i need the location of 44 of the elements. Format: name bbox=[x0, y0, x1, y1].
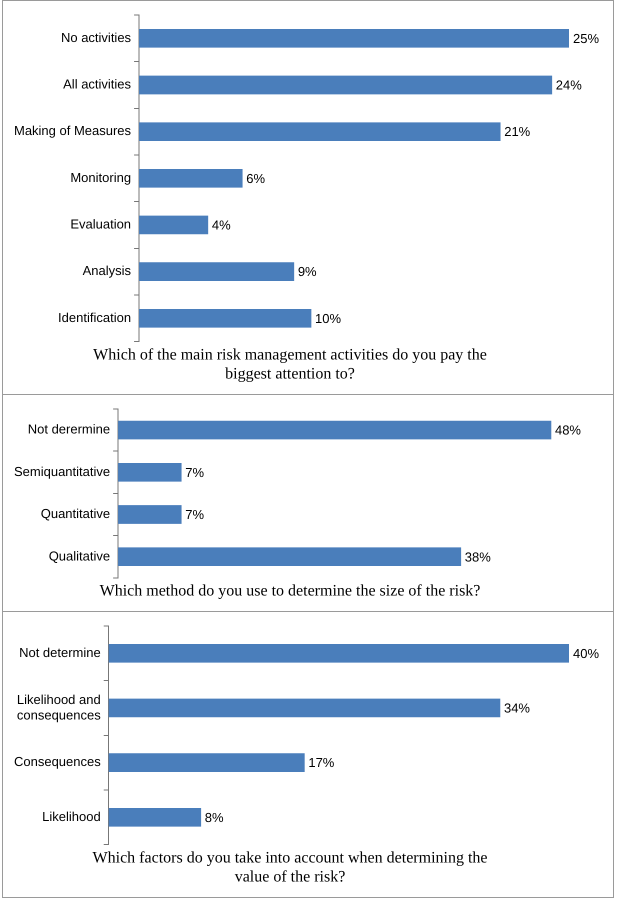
data-label: 40% bbox=[573, 646, 600, 661]
text: Which factors do you take into account when determining the value of the risk? bbox=[92, 849, 488, 886]
data-label: 7% bbox=[185, 507, 204, 522]
y-tick-label: Likelihood and consequences bbox=[16, 692, 102, 722]
y-tick-label: Identification bbox=[58, 310, 132, 325]
y-tick-label: Analysis bbox=[82, 263, 132, 278]
text: Which of the main risk management activities do you pay the biggest attention to? bbox=[93, 346, 487, 383]
data-label: 24% bbox=[556, 78, 582, 93]
data-label: 7% bbox=[185, 464, 204, 480]
data-label: 25% bbox=[573, 30, 600, 46]
data-label: 21% bbox=[504, 124, 531, 140]
data-label: 10% bbox=[315, 310, 342, 326]
bar bbox=[139, 29, 569, 48]
data-label: 8% bbox=[204, 810, 224, 825]
data-label: 9% bbox=[298, 264, 318, 280]
y-tick-label: Monitoring bbox=[70, 170, 132, 185]
data-label: 34% bbox=[504, 700, 530, 716]
y-tick-label: Consequences bbox=[14, 754, 102, 770]
data-label: 4% bbox=[212, 218, 232, 233]
bar bbox=[139, 168, 243, 188]
bar bbox=[108, 644, 569, 663]
data-label: 48% bbox=[554, 422, 582, 438]
data-label: 17% bbox=[308, 755, 335, 770]
y-tick-label: Making of Measures bbox=[14, 123, 132, 138]
bar bbox=[139, 308, 312, 328]
y-tick-label: Not derermine bbox=[28, 422, 110, 437]
bar bbox=[108, 808, 202, 827]
bar bbox=[139, 262, 294, 281]
y-tick-label: No activities bbox=[60, 30, 132, 45]
bar bbox=[108, 698, 500, 718]
y-tick-label: Quantitative bbox=[40, 506, 110, 522]
y-tick-label: Qualitative bbox=[48, 548, 110, 564]
y-tick-label: Evaluation bbox=[70, 216, 132, 232]
y-tick-label: Semiquantitative bbox=[14, 464, 110, 479]
bar bbox=[139, 122, 501, 141]
bar bbox=[108, 753, 305, 772]
data-label: 6% bbox=[246, 170, 266, 186]
bar bbox=[139, 76, 552, 94]
bar bbox=[139, 216, 208, 234]
y-tick-label: Likelihood bbox=[42, 808, 101, 824]
y-tick-label: All activities bbox=[63, 76, 132, 92]
text: Which method do you use to determine the size of the risk? bbox=[100, 582, 480, 600]
y-tick-label: Not determine bbox=[19, 644, 101, 660]
data-label: 38% bbox=[464, 549, 492, 564]
